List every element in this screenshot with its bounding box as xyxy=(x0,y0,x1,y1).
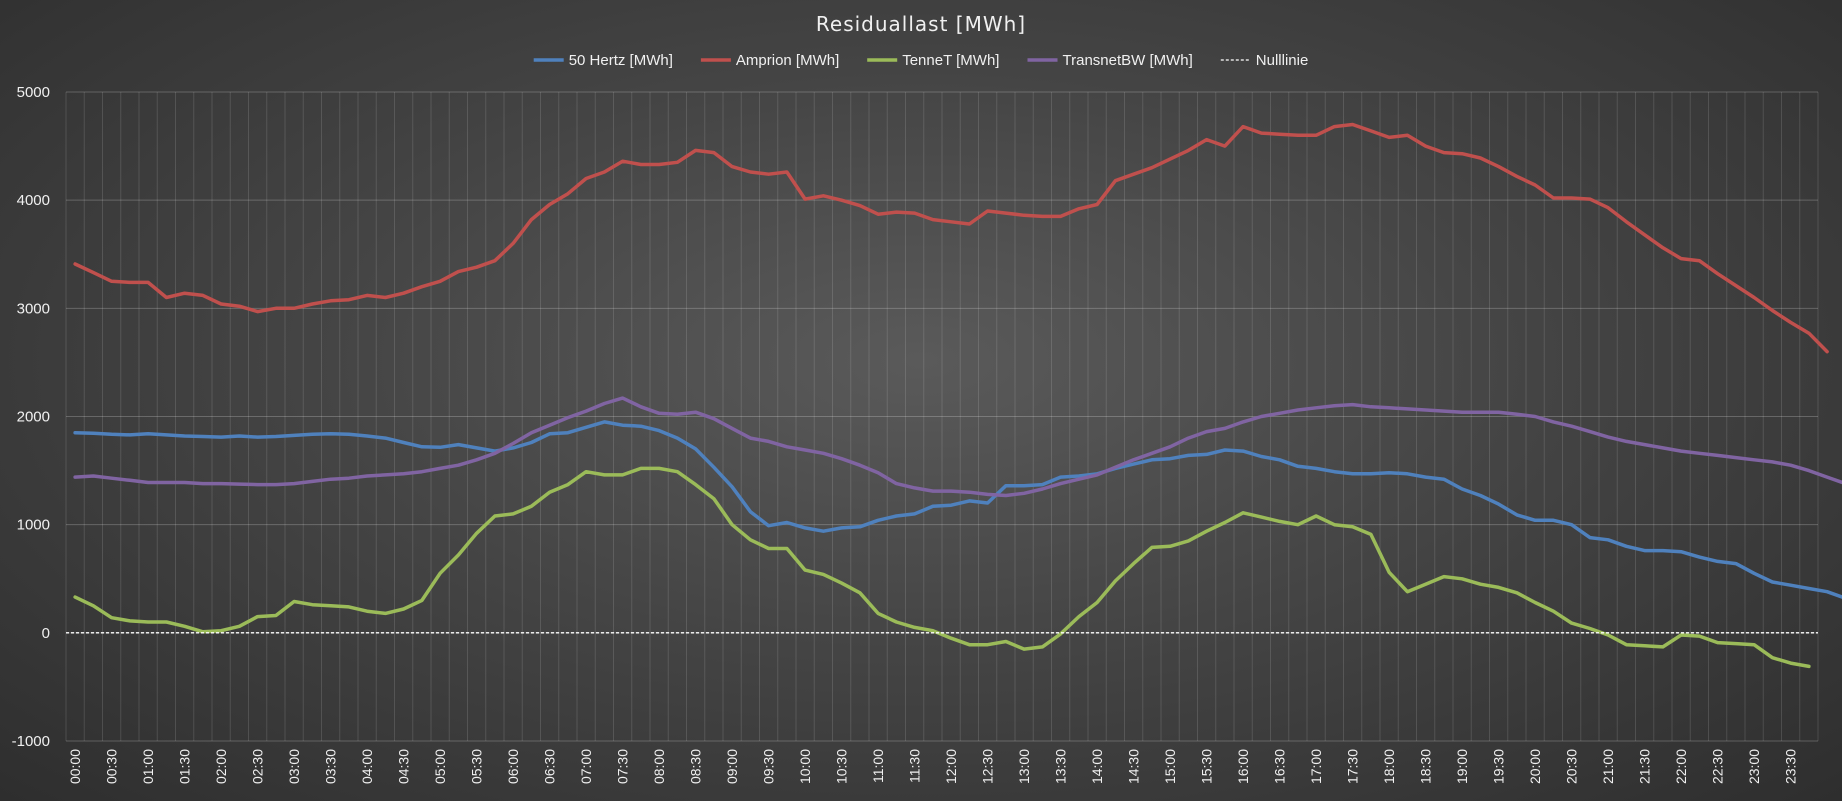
x-tick-label: 06:30 xyxy=(542,749,558,784)
legend-label: TenneT [MWh] xyxy=(902,52,999,69)
x-tick-label: 06:00 xyxy=(505,749,521,784)
x-tick-label: 05:30 xyxy=(469,749,485,784)
x-tick-label: 18:00 xyxy=(1381,749,1397,784)
x-tick-label: 21:00 xyxy=(1600,749,1616,784)
x-tick-label: 19:00 xyxy=(1454,749,1470,784)
legend-label: 50 Hertz [MWh] xyxy=(569,52,673,69)
x-tick-label: 17:30 xyxy=(1345,749,1361,784)
x-tick-label: 22:30 xyxy=(1710,749,1726,784)
x-tick-label: 09:00 xyxy=(724,749,740,784)
y-tick-label: 0 xyxy=(42,625,50,642)
x-tick-label: 00:00 xyxy=(67,749,83,784)
legend-item: Nulllinie xyxy=(1220,52,1309,69)
series-line-50-hertz-mwh xyxy=(73,420,1842,599)
y-tick-label: 2000 xyxy=(17,409,50,426)
chart-legend: 50 Hertz [MWh] Amprion [MWh] TenneT [MWh] T… xyxy=(533,52,1309,69)
x-tick-label: 08:00 xyxy=(651,749,667,784)
chart-series xyxy=(66,122,1842,669)
x-tick-label: 02:30 xyxy=(250,749,266,784)
x-tick-label: 16:30 xyxy=(1272,749,1288,784)
x-tick-label: 12:00 xyxy=(943,749,959,784)
x-tick-label: 23:30 xyxy=(1783,749,1799,784)
x-tick-label: 02:00 xyxy=(213,749,229,784)
y-axis: 5000 4000 3000 2000 1000 0 -1000 xyxy=(12,84,50,750)
series-line-tennet-mwh xyxy=(73,466,1811,669)
x-tick-label: 04:00 xyxy=(359,749,375,784)
x-tick-label: 18:30 xyxy=(1418,749,1434,784)
x-tick-label: 10:00 xyxy=(797,749,813,784)
x-tick-label: 01:30 xyxy=(177,749,193,784)
x-tick-label: 11:30 xyxy=(907,749,923,783)
x-tick-label: 10:30 xyxy=(834,749,850,784)
x-tick-label: 13:00 xyxy=(1016,749,1032,784)
legend-item: 50 Hertz [MWh] xyxy=(533,52,673,69)
chart-gridlines xyxy=(65,91,1819,742)
y-tick-label: 5000 xyxy=(17,84,50,101)
x-tick-label: 07:30 xyxy=(615,749,631,784)
legend-item: Amprion [MWh] xyxy=(700,52,839,69)
x-tick-label: 12:30 xyxy=(980,749,996,784)
x-tick-label: 15:30 xyxy=(1199,749,1215,784)
x-tick-label: 13:30 xyxy=(1053,749,1069,784)
series-line-amprion-mwh xyxy=(73,122,1829,354)
x-axis: 00:00 00:30 01:00 01:30 02:00 02:30 03:00 03:30… xyxy=(67,749,1799,784)
x-tick-label: 17:00 xyxy=(1308,749,1324,784)
x-tick-label: 03:30 xyxy=(323,749,339,784)
x-tick-label: 03:00 xyxy=(286,749,302,784)
x-tick-label: 14:00 xyxy=(1089,749,1105,784)
legend-item: TenneT [MWh] xyxy=(867,52,999,69)
x-tick-label: 14:30 xyxy=(1126,749,1142,784)
x-tick-label: 15:00 xyxy=(1162,749,1178,784)
y-tick-label: -1000 xyxy=(12,733,50,750)
x-tick-label: 04:30 xyxy=(396,749,412,784)
x-tick-label: 11:00 xyxy=(870,749,886,783)
legend-item: TransnetBW [MWh] xyxy=(1027,52,1193,69)
x-tick-label: 20:30 xyxy=(1564,749,1580,784)
x-tick-label: 20:00 xyxy=(1527,749,1543,784)
x-tick-label: 01:00 xyxy=(140,749,156,784)
legend-label: Amprion [MWh] xyxy=(736,52,839,69)
x-tick-label: 23:00 xyxy=(1746,749,1762,784)
x-tick-label: 22:00 xyxy=(1673,749,1689,784)
x-tick-label: 09:30 xyxy=(761,749,777,784)
y-tick-label: 4000 xyxy=(17,192,50,209)
x-tick-label: 07:00 xyxy=(578,749,594,784)
x-tick-label: 00:30 xyxy=(104,749,120,784)
x-tick-label: 19:30 xyxy=(1491,749,1507,784)
series-line-transnetbw-mwh xyxy=(73,396,1842,498)
y-tick-label: 1000 xyxy=(17,517,50,534)
legend-label: Nulllinie xyxy=(1256,52,1309,69)
x-tick-label: 08:30 xyxy=(688,749,704,784)
chart-title: Residuallast [MWh] xyxy=(816,12,1026,36)
y-tick-label: 3000 xyxy=(17,300,50,317)
x-tick-label: 05:00 xyxy=(432,749,448,784)
x-tick-label: 16:00 xyxy=(1235,749,1251,784)
legend-label: TransnetBW [MWh] xyxy=(1063,52,1193,69)
x-tick-label: 21:30 xyxy=(1637,749,1653,784)
